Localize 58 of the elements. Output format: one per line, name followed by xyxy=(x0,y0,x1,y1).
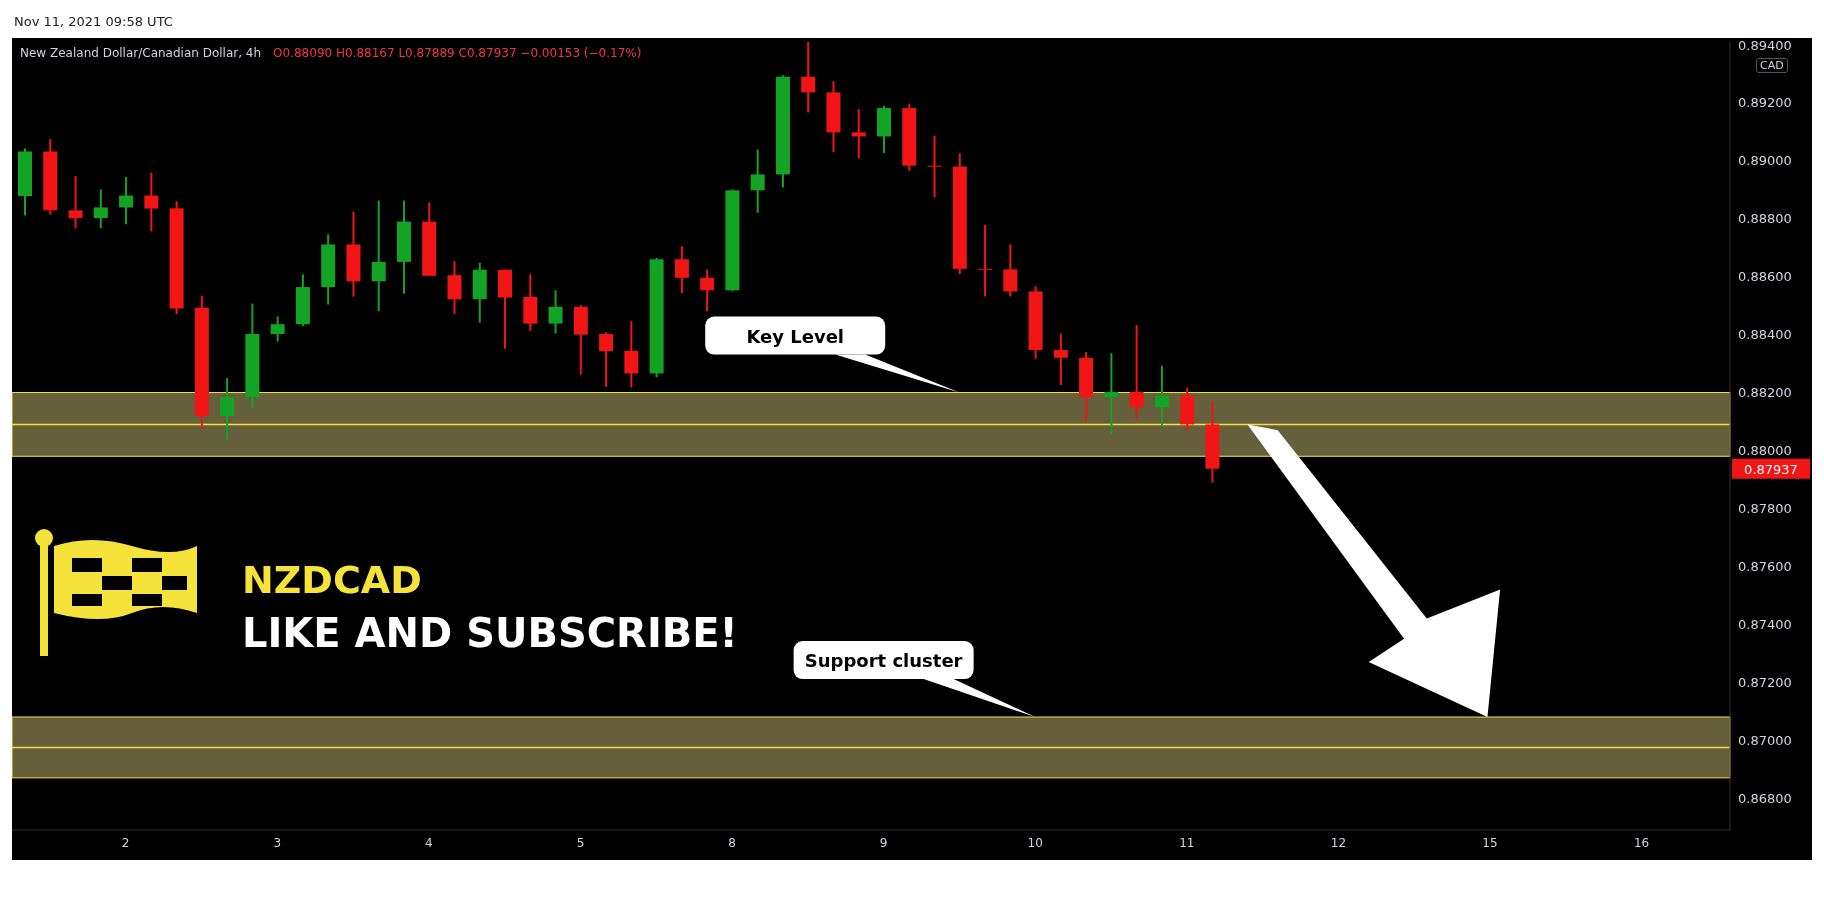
x-tick-label: 4 xyxy=(425,835,433,850)
candlestick xyxy=(1129,324,1144,420)
y-tick-label: 0.89200 xyxy=(1738,95,1792,111)
y-tick-label: 0.88800 xyxy=(1738,211,1792,227)
candlestick xyxy=(927,134,942,199)
y-tick-label: 0.86800 xyxy=(1738,790,1792,806)
x-tick-label: 15 xyxy=(1482,835,1498,850)
candlestick xyxy=(119,176,134,226)
y-tick-label: 0.88600 xyxy=(1738,269,1792,285)
candlestick xyxy=(801,42,816,114)
callout-box: Key Level xyxy=(705,316,960,393)
candlestick xyxy=(750,148,765,214)
y-tick-label: 0.88400 xyxy=(1738,327,1792,343)
candlestick xyxy=(599,331,614,388)
y-tick-label: 0.87600 xyxy=(1738,558,1792,574)
y-tick-label: 0.89000 xyxy=(1738,153,1792,169)
x-tick-label: 8 xyxy=(728,835,736,850)
y-tick-label: 0.87000 xyxy=(1738,732,1792,748)
candlestick xyxy=(270,315,285,343)
x-tick-label: 9 xyxy=(879,835,888,850)
x-tick-label: 3 xyxy=(273,835,282,850)
text: 0.87937 xyxy=(1744,461,1798,477)
x-tick-label: 16 xyxy=(1633,835,1650,850)
x-tick-label: 12 xyxy=(1330,835,1347,850)
x-tick-label: 10 xyxy=(1027,835,1043,850)
chart-title: New Zealand Dollar/Canadian Dollar, 4h xyxy=(20,46,262,60)
candlestick xyxy=(851,108,866,160)
annotation: LIKE AND SUBSCRIBE! xyxy=(242,610,738,656)
x-tick-label: 2 xyxy=(121,835,130,850)
candlestick xyxy=(624,319,639,389)
candlestick xyxy=(93,188,108,230)
x-tick-label: 11 xyxy=(1179,835,1195,850)
annotation: Support cluster xyxy=(804,650,963,672)
text: Nov 11, 2021 09:58 UTC xyxy=(14,14,173,29)
candlestick xyxy=(371,199,386,313)
candlestick xyxy=(220,377,235,442)
candlestick xyxy=(978,223,993,298)
candlestick xyxy=(1053,332,1068,387)
chart-subtitle: O0.88090 H0.88167 L0.87889 C0.87937 −0.00153 (−0.17%) xyxy=(273,46,642,60)
x-tick-label: 5 xyxy=(576,835,585,850)
candlestick xyxy=(548,289,563,335)
y-tick-label: 0.88000 xyxy=(1738,443,1792,459)
callout-box: Support cluster xyxy=(793,641,1036,717)
y-tick-label: 0.89400 xyxy=(1738,37,1792,53)
candlestick xyxy=(1154,364,1169,427)
candlestick xyxy=(1104,352,1119,435)
candlestick xyxy=(1003,243,1018,298)
candlestick xyxy=(674,245,689,295)
annotation: Key Level xyxy=(746,325,845,347)
y-axis-title: CAD xyxy=(1756,58,1788,73)
candlestick xyxy=(68,175,83,230)
annotation: NZDCAD xyxy=(242,558,422,602)
candlestick xyxy=(700,268,715,313)
candlestick xyxy=(144,171,159,233)
y-tick-label: 0.87400 xyxy=(1738,616,1792,632)
y-tick-label: 0.87200 xyxy=(1738,674,1792,690)
y-tick-label: 0.88200 xyxy=(1738,385,1792,401)
y-tick-label: 0.87800 xyxy=(1738,501,1792,517)
